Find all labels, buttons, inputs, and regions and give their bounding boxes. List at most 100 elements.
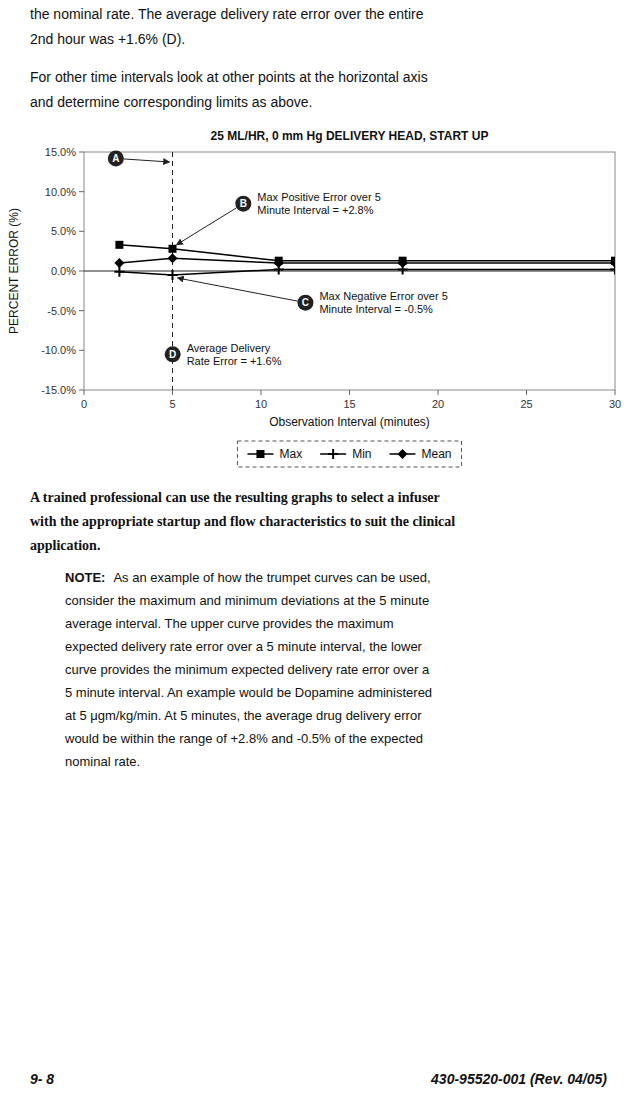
- text-line: Rate Error = +1.6%: [187, 355, 282, 367]
- note-line: consider the maximum and minimum deviati…: [65, 593, 429, 608]
- text-line: Average Delivery: [187, 342, 271, 354]
- annotations: ABMax Positive Error over 5Minute Interv…: [108, 150, 448, 366]
- series: [114, 253, 615, 268]
- note-line: at 5 μgm/kg/min. At 5 minutes, the avera…: [65, 708, 422, 723]
- annotation-arrow: [124, 159, 170, 162]
- x-tick-label: 0: [81, 398, 87, 410]
- x-tick-label: 30: [609, 398, 621, 410]
- x-tick-label: 25: [520, 398, 532, 410]
- y-tick: [79, 271, 84, 272]
- annotation-letter: B: [240, 198, 247, 209]
- x-axis-label: Observation Interval (minutes): [269, 415, 430, 429]
- note-line: As an example of how the trumpet curves …: [113, 570, 430, 585]
- note-line: would be within the range of +2.8% and -…: [64, 731, 423, 746]
- series-line: [119, 245, 615, 261]
- y-tick: [79, 191, 84, 192]
- x-tick-label: 15: [343, 398, 355, 410]
- y-tick-label: -5.0%: [47, 305, 76, 317]
- y-tick-label: 5.0%: [51, 225, 76, 237]
- note-line: 5 minute interval. An example would be D…: [65, 685, 432, 700]
- marker: [397, 449, 407, 459]
- y-tick: [79, 310, 84, 311]
- legend-item: Max: [247, 447, 302, 461]
- note-line: curve provides the minimum expected deli…: [65, 662, 430, 677]
- series-line: [119, 269, 615, 275]
- y-tick: [79, 152, 84, 153]
- subheader-text: and determine corresponding limits as ab…: [30, 94, 313, 110]
- legend: Max Min Mean: [237, 441, 461, 467]
- subheader-text: For other time intervals look at other p…: [30, 69, 428, 85]
- note-line: average interval. The upper curve provid…: [65, 616, 394, 631]
- series-line: [119, 258, 615, 263]
- x-tick-label: 5: [169, 398, 175, 410]
- x-tick: [84, 390, 85, 395]
- text-line: Max Positive Error over 5: [257, 191, 380, 203]
- plot-area: [84, 152, 615, 390]
- text-line: Minute Interval = -0.5%: [319, 303, 433, 315]
- marker: [169, 245, 177, 253]
- header-text: the nominal rate. The average delivery r…: [30, 6, 424, 22]
- zero-line: [84, 270, 615, 271]
- legend-item: Mean: [389, 447, 451, 461]
- marker: [114, 258, 124, 268]
- annotation-letter: C: [302, 297, 309, 308]
- y-axis-label: PERCENT ERROR (%): [7, 208, 21, 334]
- annotation-arrow: [178, 278, 298, 301]
- annotation-text: Average DeliveryRate Error = +1.6%: [187, 342, 282, 367]
- annotation-text: Max Positive Error over 5Minute Interval…: [257, 191, 380, 216]
- y-tick-label: 15.0%: [45, 146, 76, 158]
- x-tick-label: 10: [255, 398, 267, 410]
- marker: [115, 241, 123, 249]
- x-tick-label: 20: [432, 398, 444, 410]
- marker: [168, 270, 178, 280]
- footer-left: 9- 8: [30, 1071, 54, 1087]
- marker: [398, 258, 408, 268]
- y-tick: [79, 350, 84, 351]
- legend-label: Max: [279, 447, 302, 461]
- y-tick-label: 0.0%: [51, 265, 76, 277]
- chart: 25 ML/HR, 0 mm Hg DELIVERY HEAD, START U…: [7, 129, 621, 467]
- series: [115, 241, 615, 265]
- legend-item: Min: [320, 447, 371, 461]
- y-tick-label: 10.0%: [45, 186, 76, 198]
- marker: [328, 449, 338, 459]
- bold-paragraph: A trained professional can use the resul…: [30, 490, 440, 505]
- note-line: nominal rate.: [65, 754, 140, 769]
- x-tick: [438, 390, 439, 395]
- x-tick: [615, 390, 616, 395]
- annotation-badge: [297, 295, 313, 311]
- marker: [610, 258, 615, 268]
- bold-paragraph: application.: [30, 538, 100, 553]
- y-tick-label: -10.0%: [41, 344, 76, 356]
- plot-frame: [84, 152, 615, 390]
- note-label: NOTE:: [65, 570, 105, 585]
- text-line: Minute Interval = +2.8%: [257, 204, 373, 216]
- annotation-arrow: [177, 208, 237, 245]
- legend-label: Mean: [421, 447, 451, 461]
- x-tick: [172, 390, 173, 395]
- background: [0, 0, 637, 1094]
- x-tick: [261, 390, 262, 395]
- annotation-letter: D: [169, 349, 176, 360]
- marker: [274, 258, 284, 268]
- legend-frame: [237, 441, 461, 467]
- annotation-badge: [165, 346, 181, 362]
- legend-label: Min: [352, 447, 371, 461]
- y-tick: [79, 390, 84, 391]
- chart-title: 25 ML/HR, 0 mm Hg DELIVERY HEAD, START U…: [211, 129, 489, 143]
- x-tick: [349, 390, 350, 395]
- footer-right: 430-95520-001 (Rev. 04/05): [430, 1071, 607, 1087]
- page: the nominal rate. The average delivery r…: [0, 0, 637, 1094]
- bold-paragraph: with the appropriate startup and flow ch…: [30, 514, 455, 529]
- annotation-badge: [108, 150, 124, 166]
- annotation-letter: A: [112, 153, 119, 164]
- marker: [168, 253, 178, 263]
- marker: [114, 267, 124, 277]
- y-tick-label: -15.0%: [41, 384, 76, 396]
- series: [114, 264, 615, 280]
- annotation-text: Max Negative Error over 5Minute Interval…: [319, 290, 447, 315]
- text-line: Max Negative Error over 5: [319, 290, 447, 302]
- x-tick: [526, 390, 527, 395]
- header-text: 2nd hour was +1.6% (D).: [30, 31, 185, 47]
- marker: [256, 450, 264, 458]
